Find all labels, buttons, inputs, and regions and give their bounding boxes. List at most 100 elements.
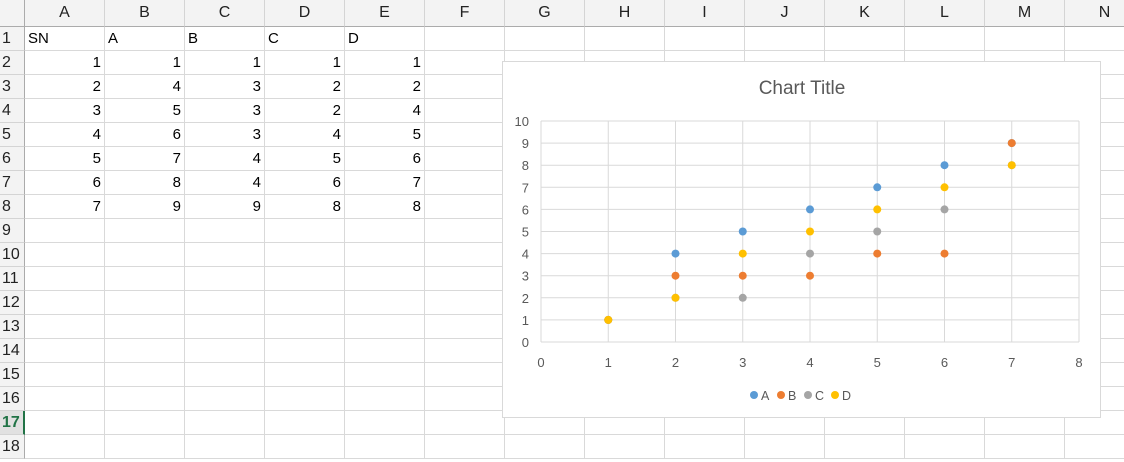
cell-d1[interactable]: C (265, 27, 345, 51)
cell-f14[interactable] (425, 339, 505, 363)
column-header-b[interactable]: B (105, 0, 185, 27)
cell-k18[interactable] (825, 435, 905, 459)
cell-f4[interactable] (425, 99, 505, 123)
data-point-b[interactable] (940, 249, 949, 258)
cell-d7[interactable]: 6 (265, 171, 345, 195)
cell-d11[interactable] (265, 267, 345, 291)
cell-d5[interactable]: 4 (265, 123, 345, 147)
cell-l18[interactable] (905, 435, 985, 459)
cell-f11[interactable] (425, 267, 505, 291)
cell-e6[interactable]: 6 (345, 147, 425, 171)
cell-k17[interactable] (825, 411, 905, 435)
cell-b10[interactable] (105, 243, 185, 267)
column-header-k[interactable]: K (825, 0, 905, 27)
row-header-13[interactable]: 13 (0, 315, 25, 339)
cell-f15[interactable] (425, 363, 505, 387)
cell-c12[interactable] (185, 291, 265, 315)
cell-g1[interactable] (505, 27, 585, 51)
cell-h17[interactable] (585, 411, 665, 435)
cell-f8[interactable] (425, 195, 505, 219)
cell-c17[interactable] (185, 411, 265, 435)
row-header-6[interactable]: 6 (0, 147, 25, 171)
cell-g18[interactable] (505, 435, 585, 459)
cell-f5[interactable] (425, 123, 505, 147)
cell-a12[interactable] (25, 291, 105, 315)
cell-m18[interactable] (985, 435, 1065, 459)
data-point-b[interactable] (671, 271, 680, 280)
cell-c5[interactable]: 3 (185, 123, 265, 147)
row-header-10[interactable]: 10 (0, 243, 25, 267)
data-point-b[interactable] (1007, 139, 1016, 148)
cell-a2[interactable]: 1 (25, 51, 105, 75)
cell-b18[interactable] (105, 435, 185, 459)
cell-d17[interactable] (265, 411, 345, 435)
cell-l17[interactable] (905, 411, 985, 435)
data-point-d[interactable] (1007, 161, 1016, 170)
cell-b12[interactable] (105, 291, 185, 315)
row-header-15[interactable]: 15 (0, 363, 25, 387)
cell-c9[interactable] (185, 219, 265, 243)
cell-k1[interactable] (825, 27, 905, 51)
cell-b8[interactable]: 9 (105, 195, 185, 219)
data-point-d[interactable] (738, 249, 747, 258)
scatter-chart[interactable]: Chart Title 0 1 2 3 4 5 6 7 8 9 10 0 1 2 3 4 5 6 7 8 A B C D (502, 61, 1101, 418)
cell-d2[interactable]: 1 (265, 51, 345, 75)
column-header-g[interactable]: G (505, 0, 585, 27)
data-point-c[interactable] (738, 293, 747, 302)
cell-d4[interactable]: 2 (265, 99, 345, 123)
cell-f7[interactable] (425, 171, 505, 195)
cell-e9[interactable] (345, 219, 425, 243)
cell-j1[interactable] (745, 27, 825, 51)
cell-h1[interactable] (585, 27, 665, 51)
column-header-f[interactable]: F (425, 0, 505, 27)
cell-e16[interactable] (345, 387, 425, 411)
cell-d9[interactable] (265, 219, 345, 243)
cell-f10[interactable] (425, 243, 505, 267)
data-point-d[interactable] (806, 227, 814, 236)
cell-c14[interactable] (185, 339, 265, 363)
cell-e13[interactable] (345, 315, 425, 339)
column-header-c[interactable]: C (185, 0, 265, 27)
row-header-9[interactable]: 9 (0, 219, 25, 243)
cell-i1[interactable] (665, 27, 745, 51)
row-header-7[interactable]: 7 (0, 171, 25, 195)
cell-f13[interactable] (425, 315, 505, 339)
data-point-a[interactable] (873, 183, 882, 192)
cell-f3[interactable] (425, 75, 505, 99)
cell-e1[interactable]: D (345, 27, 425, 51)
cell-d16[interactable] (265, 387, 345, 411)
cell-n17[interactable] (1065, 411, 1124, 435)
column-header-m[interactable]: M (985, 0, 1065, 27)
cell-e14[interactable] (345, 339, 425, 363)
cell-b7[interactable]: 8 (105, 171, 185, 195)
row-header-16[interactable]: 16 (0, 387, 25, 411)
cell-b5[interactable]: 6 (105, 123, 185, 147)
column-header-a[interactable]: A (25, 0, 105, 27)
data-point-b[interactable] (873, 249, 882, 258)
cell-b1[interactable]: A (105, 27, 185, 51)
cell-b2[interactable]: 1 (105, 51, 185, 75)
cell-a7[interactable]: 6 (25, 171, 105, 195)
cell-f2[interactable] (425, 51, 505, 75)
row-header-12[interactable]: 12 (0, 291, 25, 315)
cell-f9[interactable] (425, 219, 505, 243)
cell-b16[interactable] (105, 387, 185, 411)
column-header-d[interactable]: D (265, 0, 345, 27)
cell-f12[interactable] (425, 291, 505, 315)
cell-n1[interactable] (1065, 27, 1124, 51)
data-point-d[interactable] (671, 293, 680, 302)
column-header-i[interactable]: I (665, 0, 745, 27)
select-all-corner[interactable] (0, 0, 25, 27)
cell-c16[interactable] (185, 387, 265, 411)
cell-a13[interactable] (25, 315, 105, 339)
cell-m17[interactable] (985, 411, 1065, 435)
cell-d13[interactable] (265, 315, 345, 339)
cell-b9[interactable] (105, 219, 185, 243)
cell-a11[interactable] (25, 267, 105, 291)
cell-b17[interactable] (105, 411, 185, 435)
cell-d12[interactable] (265, 291, 345, 315)
cell-j17[interactable] (745, 411, 825, 435)
row-header-18[interactable]: 18 (0, 435, 25, 459)
row-header-2[interactable]: 2 (0, 51, 25, 75)
cell-a3[interactable]: 2 (25, 75, 105, 99)
